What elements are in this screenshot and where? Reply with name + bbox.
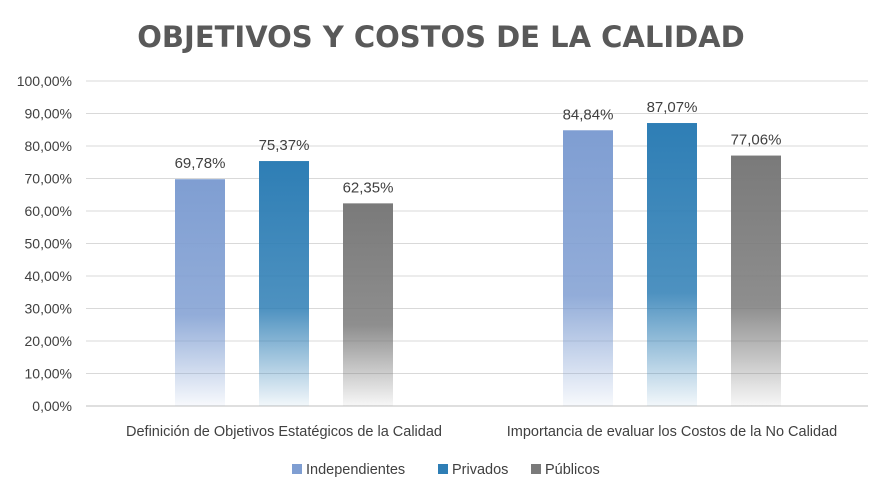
legend: Independientes Privados Públicos — [292, 462, 600, 478]
y-axis-ticks: 0,00% 10,00% 20,00% 30,00% 40,00% 50,00% 60,00… — [17, 73, 72, 414]
chart-title: OBJETIVOS Y COSTOS DE LA CALIDAD — [137, 20, 744, 54]
category-label: Importancia de evaluar los Costos de la … — [507, 424, 837, 440]
bar-públicos — [731, 155, 781, 406]
legend-swatch — [438, 464, 448, 474]
category-label: Definición de Objetivos Estatégicos de l… — [126, 424, 442, 440]
bars — [175, 123, 781, 407]
legend-label: Privados — [452, 462, 508, 478]
bar-independientes — [175, 179, 225, 406]
bar-privados — [259, 161, 309, 406]
data-labels: 69,78% 75,37% 62,35% 84,84% 87,07% 77,06% — [175, 99, 782, 196]
y-tick-label: 90,00% — [25, 106, 72, 122]
y-tick-label: 10,00% — [25, 366, 72, 382]
bar-privados — [647, 123, 697, 407]
y-tick-label: 100,00% — [17, 73, 72, 89]
legend-label: Independientes — [306, 462, 405, 478]
y-tick-label: 70,00% — [25, 171, 72, 187]
y-tick-label: 30,00% — [25, 301, 72, 317]
y-tick-label: 0,00% — [32, 398, 72, 414]
category-labels: Definición de Objetivos Estatégicos de l… — [126, 424, 837, 440]
y-tick-label: 40,00% — [25, 268, 72, 284]
data-label: 69,78% — [175, 155, 226, 172]
bar-independientes — [563, 130, 613, 406]
legend-swatch — [292, 464, 302, 474]
data-label: 87,07% — [647, 99, 698, 116]
data-label: 62,35% — [343, 179, 394, 196]
legend-label: Públicos — [545, 462, 600, 478]
data-label: 77,06% — [731, 132, 782, 149]
data-label: 84,84% — [563, 106, 614, 123]
y-tick-label: 80,00% — [25, 138, 72, 154]
data-label: 75,37% — [259, 137, 310, 154]
y-tick-label: 20,00% — [25, 333, 72, 349]
legend-swatch — [531, 464, 541, 474]
y-tick-label: 60,00% — [25, 203, 72, 219]
y-tick-label: 50,00% — [25, 236, 72, 252]
bar-públicos — [343, 203, 393, 406]
